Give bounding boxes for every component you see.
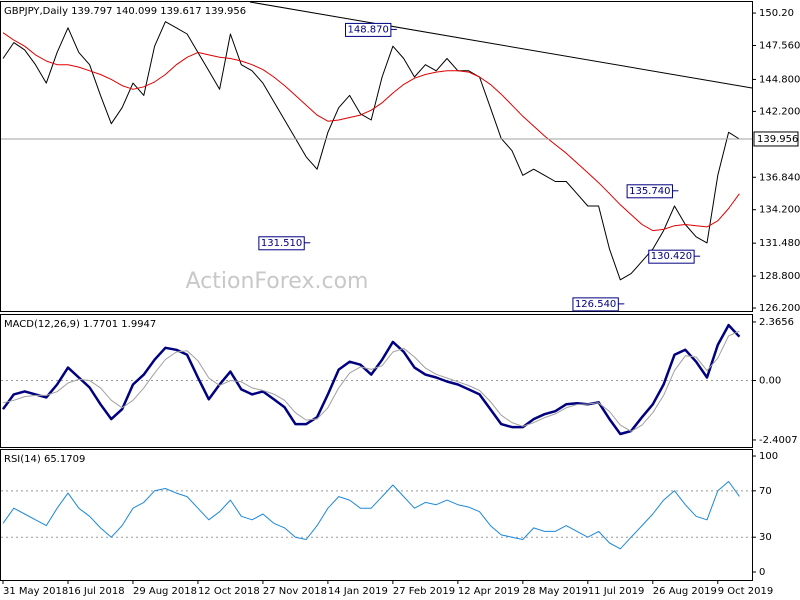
y-tick-label: 142.200 xyxy=(759,106,800,117)
watermark: ActionForex.com xyxy=(186,269,369,294)
x-tick-label: 14 Jan 2019 xyxy=(328,586,388,597)
panel-title: GBPJPY,Daily 139.797 140.099 139.617 139… xyxy=(4,6,246,17)
x-tick-label: 26 Aug 2019 xyxy=(653,586,717,597)
annotation-label: 130.420 xyxy=(651,251,692,262)
y-tick-label: -2.4007 xyxy=(759,435,798,446)
x-tick-label: 27 Nov 2018 xyxy=(263,586,327,597)
series-line xyxy=(2,32,740,232)
panel-title: RSI(14) 65.1709 xyxy=(4,454,85,465)
series-line xyxy=(2,481,740,550)
x-tick-label: 12 Apr 2019 xyxy=(458,586,520,597)
last-price-box xyxy=(753,131,799,147)
y-tick-label: 150.20 xyxy=(759,8,794,19)
annotation-label: 126.540 xyxy=(575,299,616,310)
x-tick-label: 29 Aug 2018 xyxy=(133,586,197,597)
annotation-box xyxy=(648,249,695,264)
y-tick-label: 136.840 xyxy=(759,172,800,183)
y-tick-label: 100 xyxy=(759,451,778,462)
y-tick-label: 70 xyxy=(759,486,772,497)
annotation-box xyxy=(626,184,673,199)
y-tick-label: 128.800 xyxy=(759,271,800,282)
series-line xyxy=(2,21,740,281)
panel-title: MACD(12,26,9) 1.7701 1.9947 xyxy=(4,319,156,330)
x-tick-label: 16 Jul 2018 xyxy=(68,586,125,597)
x-tick-label: 28 May 2019 xyxy=(523,586,588,597)
series-line xyxy=(2,330,740,432)
annotation-box xyxy=(572,297,619,312)
y-tick-label: 30 xyxy=(759,532,772,543)
y-tick-label: 144.800 xyxy=(759,74,800,85)
x-tick-label: 9 Oct 2019 xyxy=(718,586,773,597)
y-tick-label: 131.480 xyxy=(759,238,800,249)
x-tick-label: 12 Oct 2018 xyxy=(198,586,260,597)
y-tick-label: 0.00 xyxy=(759,376,781,387)
y-tick-label: 147.560 xyxy=(759,41,800,52)
annotation-label: 148.870 xyxy=(348,24,389,35)
y-tick-label: 2.3656 xyxy=(759,317,794,328)
trend-line xyxy=(249,1,753,89)
last-price-label: 139.956 xyxy=(757,134,798,145)
annotation-box xyxy=(345,22,392,37)
price-frame xyxy=(0,1,753,312)
rsi-frame xyxy=(0,449,753,581)
x-tick-label: 11 Jul 2019 xyxy=(588,586,645,597)
x-tick-label: 31 May 2018 xyxy=(3,586,68,597)
annotation-label: 131.510 xyxy=(261,238,302,249)
y-tick-label: 0 xyxy=(759,567,765,578)
y-tick-label: 134.200 xyxy=(759,205,800,216)
annotation-label: 135.740 xyxy=(629,186,670,197)
x-tick-label: 27 Feb 2019 xyxy=(393,586,455,597)
annotation-box xyxy=(258,236,305,251)
series-line xyxy=(1,323,741,436)
y-tick-label: 126.200 xyxy=(759,303,800,314)
